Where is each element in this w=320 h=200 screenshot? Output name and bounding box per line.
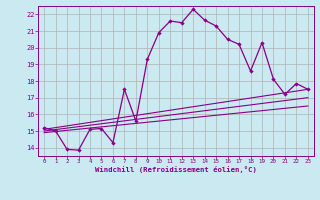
X-axis label: Windchill (Refroidissement éolien,°C): Windchill (Refroidissement éolien,°C) — [95, 166, 257, 173]
